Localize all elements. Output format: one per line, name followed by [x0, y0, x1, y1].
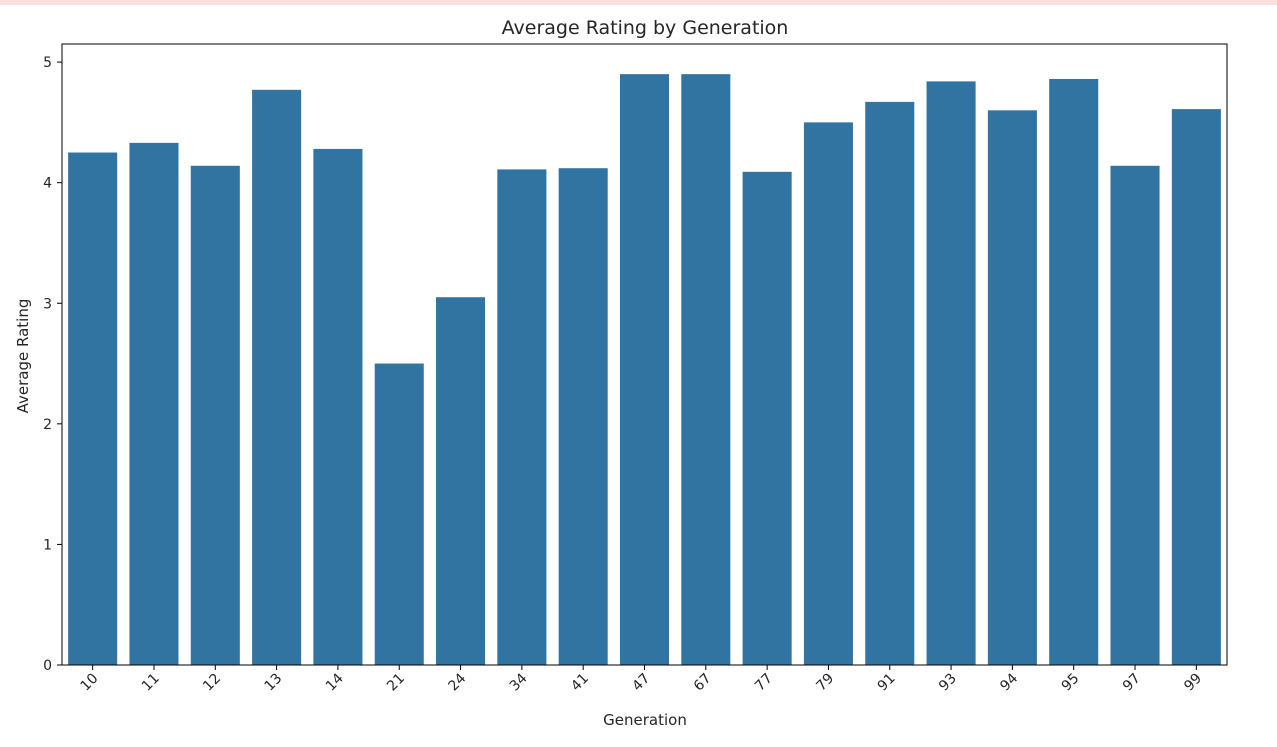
y-tick-label-4: 4: [43, 176, 52, 192]
bar-47: [619, 74, 670, 665]
bar-79: [803, 122, 853, 665]
x-tick-label-97: 97: [1120, 671, 1144, 695]
bar-93: [926, 81, 976, 665]
bar-34: [497, 169, 547, 665]
x-tick-label-13: 13: [262, 671, 286, 695]
chart-title: Average Rating by Generation: [502, 17, 789, 39]
x-tick-label-91: 91: [875, 671, 899, 695]
x-tick-label-47: 47: [629, 671, 653, 695]
bars-group: [68, 74, 1221, 666]
x-tick-label-79: 79: [813, 671, 837, 695]
bar-91: [865, 101, 915, 665]
y-tick-label-5: 5: [43, 55, 52, 71]
x-axis: 10 11 12 13 14 21 24 34 41 47 67 77 79 91 93 94 95 97 99: [78, 665, 1205, 695]
warning-strip: [0, 0, 1277, 5]
x-tick-label-11: 11: [139, 671, 163, 695]
x-tick-label-34: 34: [507, 670, 531, 694]
x-tick-label-21: 21: [384, 671, 408, 695]
bar-10: [68, 152, 118, 665]
x-tick-label-93: 93: [936, 671, 960, 695]
x-tick-label-10: 10: [78, 671, 102, 695]
bar-11: [129, 142, 179, 665]
x-tick-label-77: 77: [752, 671, 776, 695]
x-tick-label-14: 14: [323, 670, 347, 694]
plot-frame: [61, 43, 1228, 666]
x-tick-label-94: 94: [997, 670, 1021, 694]
x-tick-label-41: 41: [568, 671, 592, 695]
y-tick-label-1: 1: [43, 537, 52, 553]
bar-94: [987, 110, 1037, 666]
x-tick-label-12: 12: [200, 671, 224, 695]
bar-97: [1110, 165, 1160, 666]
bar-21: [374, 363, 424, 665]
x-tick-label-95: 95: [1059, 671, 1083, 695]
bar-12: [190, 165, 240, 666]
y-tick-label-0: 0: [43, 658, 52, 674]
x-axis-label: Generation: [603, 711, 687, 729]
bar-77: [742, 171, 792, 665]
bar-24: [436, 297, 486, 665]
bar-41: [558, 168, 608, 665]
x-tick-label-67: 67: [691, 671, 715, 695]
x-tick-label-99: 99: [1181, 671, 1205, 695]
y-axis-label: Average Rating: [14, 299, 32, 414]
bar-13: [252, 89, 302, 666]
y-tick-label-3: 3: [43, 296, 52, 312]
y-tick-label-2: 2: [43, 417, 52, 433]
y-axis: 0 1 2 3 4 5: [43, 55, 62, 674]
x-tick-label-24: 24: [445, 670, 469, 694]
bar-67: [681, 74, 731, 665]
bar-14: [313, 148, 363, 665]
bar-99: [1171, 109, 1221, 665]
bar-95: [1049, 78, 1099, 665]
